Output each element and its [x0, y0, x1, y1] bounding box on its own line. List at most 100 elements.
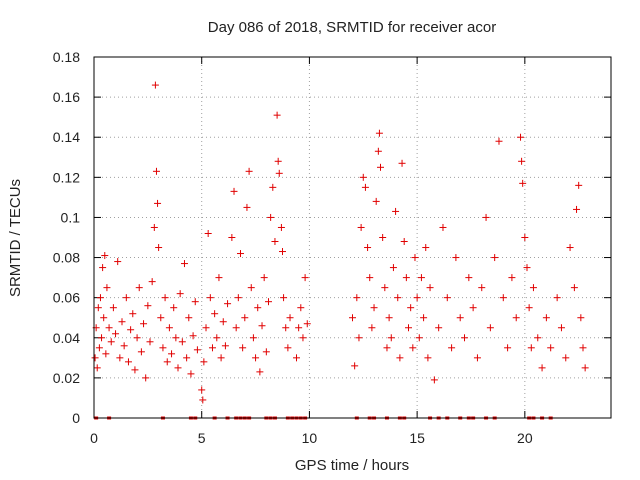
- data-point: [118, 318, 126, 326]
- data-point: [264, 298, 272, 306]
- data-point: [282, 324, 290, 332]
- data-point: [271, 238, 279, 246]
- data-point: [575, 181, 583, 189]
- data-point: [527, 344, 535, 352]
- x-tick-label: 5: [198, 430, 206, 446]
- data-point: [213, 334, 221, 342]
- data-point: [398, 159, 406, 167]
- data-point: [241, 314, 249, 322]
- grid-layer: [94, 57, 611, 418]
- data-point: [112, 330, 120, 338]
- data-point: [127, 326, 135, 334]
- data-point: [151, 81, 159, 89]
- data-point: [499, 294, 507, 302]
- data-point: [435, 324, 443, 332]
- x-tick-label: 20: [517, 430, 533, 446]
- data-point: [486, 324, 494, 332]
- data-point: [135, 284, 143, 292]
- data-point: [120, 342, 128, 350]
- y-tick-label: 0.16: [53, 89, 80, 105]
- data-point: [542, 314, 550, 322]
- data-point: [553, 294, 561, 302]
- data-point: [252, 354, 260, 362]
- y-tick-label: 0: [72, 410, 80, 426]
- data-point: [577, 314, 585, 322]
- data-point: [129, 310, 137, 318]
- y-tick-label: 0.18: [53, 49, 80, 65]
- data-point: [178, 338, 186, 346]
- data-point: [159, 344, 167, 352]
- data-point: [286, 314, 294, 322]
- data-point: [353, 294, 361, 302]
- data-point: [232, 324, 240, 332]
- data-point: [420, 314, 428, 322]
- data-point: [407, 304, 415, 312]
- data-point: [368, 324, 376, 332]
- data-point: [557, 324, 565, 332]
- data-point: [183, 354, 191, 362]
- data-point: [482, 213, 490, 221]
- data-point: [221, 342, 229, 350]
- data-point: [236, 250, 244, 258]
- data-point: [206, 294, 214, 302]
- y-tick-label: 0.02: [53, 370, 80, 386]
- data-point: [224, 300, 232, 308]
- data-point: [137, 348, 145, 356]
- data-point: [219, 318, 227, 326]
- data-point: [452, 254, 460, 262]
- data-point: [245, 167, 253, 175]
- data-point: [562, 354, 570, 362]
- data-point: [211, 310, 219, 318]
- data-point: [105, 324, 113, 332]
- data-point: [103, 284, 111, 292]
- y-tick-label: 0.1: [61, 209, 81, 225]
- data-point: [256, 368, 264, 376]
- data-point: [247, 284, 255, 292]
- data-point: [364, 244, 372, 252]
- data-point: [269, 183, 277, 191]
- data-point: [383, 344, 391, 352]
- data-point: [114, 258, 122, 266]
- data-point: [295, 324, 303, 332]
- data-point: [366, 274, 374, 282]
- data-point: [299, 334, 307, 342]
- data-point: [547, 344, 555, 352]
- data-point: [228, 234, 236, 241]
- data-point: [357, 223, 365, 231]
- data-point: [239, 344, 247, 352]
- data-point: [161, 294, 169, 302]
- data-point: [140, 320, 148, 328]
- data-point: [370, 304, 378, 312]
- data-point: [122, 294, 130, 302]
- data-point: [375, 129, 383, 137]
- data-point: [144, 302, 152, 310]
- data-point: [426, 284, 434, 292]
- y-tick-label: 0.14: [53, 129, 80, 145]
- data-point: [193, 346, 201, 354]
- data-point: [581, 364, 589, 372]
- data-point: [508, 274, 516, 282]
- data-point: [377, 163, 385, 171]
- data-point: [249, 334, 257, 342]
- data-point: [430, 376, 438, 384]
- x-tick-label: 0: [90, 430, 98, 446]
- data-point: [208, 344, 216, 352]
- data-point: [284, 344, 292, 352]
- data-point: [400, 238, 408, 246]
- data-point: [372, 197, 380, 205]
- data-point: [278, 248, 286, 256]
- data-point: [409, 344, 417, 352]
- data-point: [133, 334, 141, 342]
- data-point: [107, 338, 115, 346]
- data-point: [234, 294, 242, 302]
- data-point: [517, 133, 525, 141]
- data-point: [198, 386, 206, 394]
- y-tick-label: 0.08: [53, 250, 80, 266]
- data-point: [102, 350, 110, 358]
- data-point: [243, 203, 251, 211]
- data-point: [275, 169, 283, 177]
- data-point: [529, 284, 537, 292]
- data-point: [131, 366, 139, 374]
- data-point: [349, 314, 356, 322]
- data-point: [504, 344, 512, 352]
